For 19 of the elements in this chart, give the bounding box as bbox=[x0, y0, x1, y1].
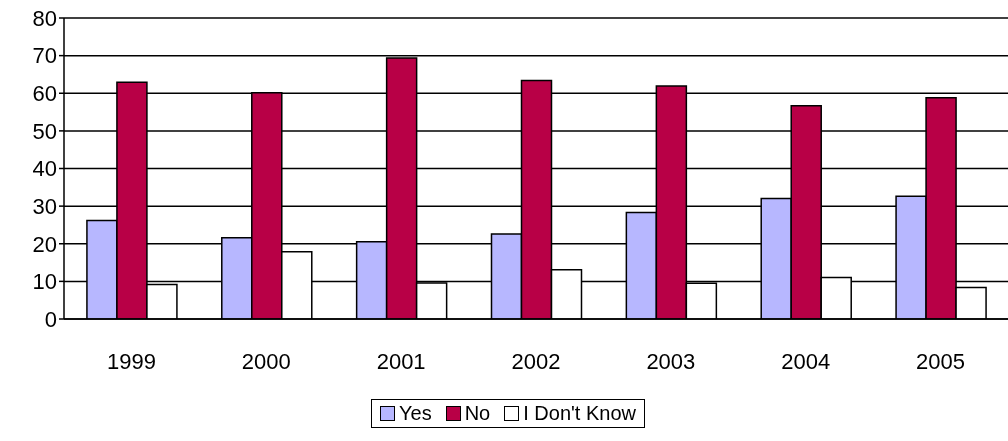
x-tick-label: 2005 bbox=[916, 348, 966, 374]
y-tick-label: 10 bbox=[32, 269, 57, 295]
x-tick-label: 2003 bbox=[646, 348, 696, 374]
legend-label: Yes bbox=[399, 402, 432, 425]
y-tick-label: 20 bbox=[32, 231, 57, 257]
y-tick-label: 0 bbox=[44, 306, 57, 332]
y-tick-label: 80 bbox=[32, 5, 57, 31]
y-tick-label: 50 bbox=[32, 118, 57, 144]
y-tick-label: 30 bbox=[32, 193, 57, 219]
x-tick-label: 1999 bbox=[106, 348, 156, 374]
y-tick-label: 60 bbox=[32, 81, 57, 107]
x-tick-label: 2000 bbox=[241, 348, 291, 374]
legend-label: I Don't Know bbox=[523, 402, 636, 425]
x-tick-label: 2002 bbox=[511, 348, 561, 374]
x-tick-label: 2001 bbox=[376, 348, 426, 374]
y-tick-label: 40 bbox=[32, 156, 57, 182]
legend-label: No bbox=[464, 402, 491, 425]
y-tick-label: 70 bbox=[32, 43, 57, 69]
x-tick-label: 2004 bbox=[781, 348, 831, 374]
